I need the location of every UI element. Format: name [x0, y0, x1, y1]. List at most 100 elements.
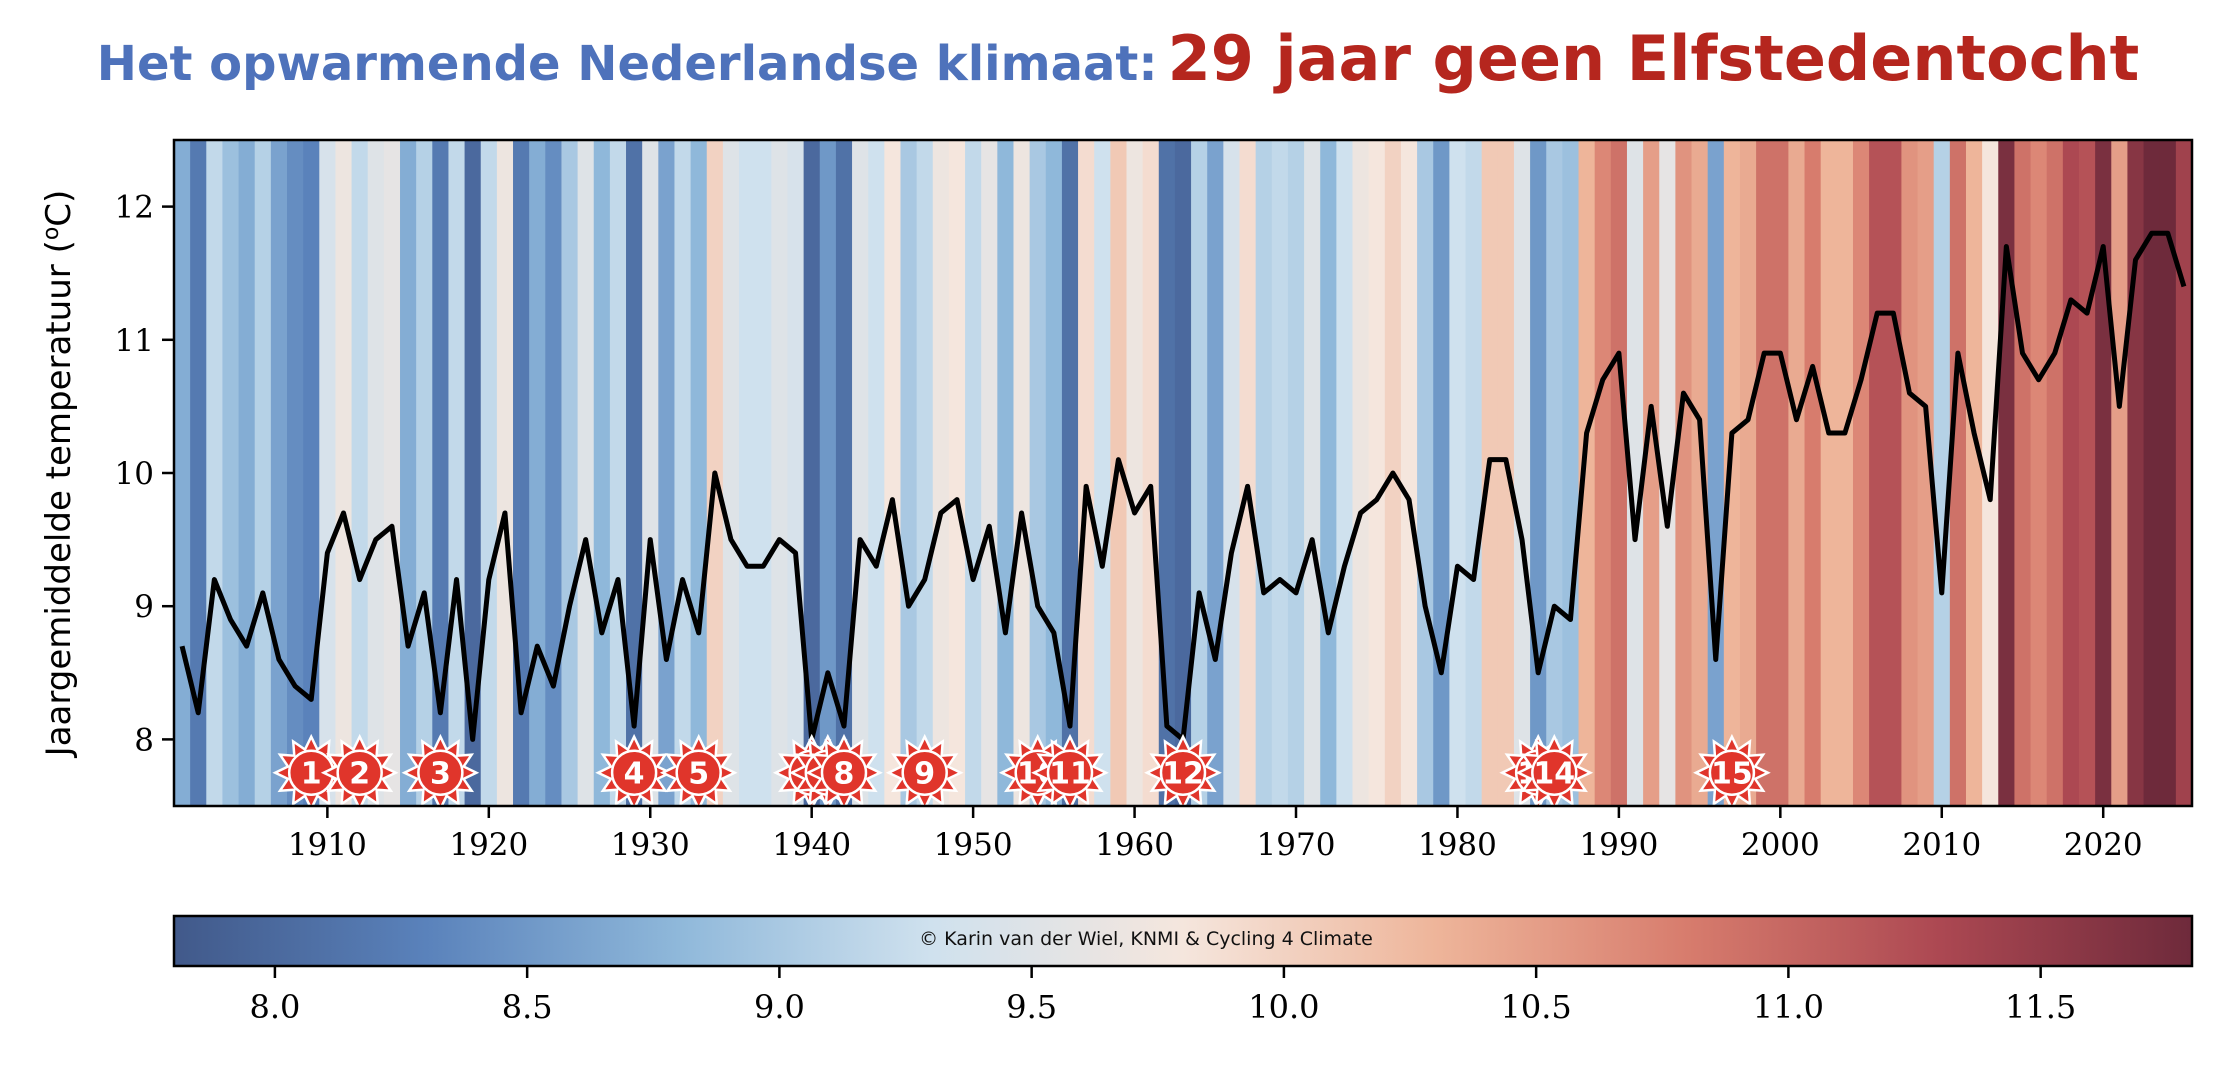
x-tick-label: 1910 [288, 827, 367, 863]
colorbar-tick-label: 9.0 [754, 988, 805, 1026]
stripe-1927 [593, 140, 611, 806]
stripe-1945 [884, 140, 902, 806]
stripe-1930 [642, 140, 659, 806]
stripe-2007 [1885, 140, 1902, 806]
stripe-2019 [2078, 140, 2096, 806]
x-tick-label: 1920 [449, 827, 528, 863]
stripe-1949 [948, 140, 966, 806]
stripe-1933 [690, 140, 708, 806]
stripe-1932 [674, 140, 692, 806]
x-tick-label: 2000 [1741, 827, 1820, 863]
colorbar-tick-label: 10.0 [1248, 988, 1319, 1026]
elfstedentocht-marker-11: 11 [1031, 733, 1109, 812]
stripe-1950 [965, 140, 982, 806]
stripe-1925 [561, 140, 579, 806]
x-tick-label: 1960 [1095, 827, 1174, 863]
stripe-1992 [1643, 140, 1660, 806]
stripe-1912 [351, 140, 369, 806]
stripe-1999 [1756, 140, 1773, 806]
stripe-1909 [303, 140, 320, 806]
marker-ring [901, 749, 948, 796]
marker-ring [1046, 749, 1094, 796]
elfstedentocht-marker-14: 14 [1515, 733, 1594, 812]
stripe-2010 [1933, 140, 1951, 806]
stripe-1937 [755, 140, 772, 806]
y-tick-label: 8 [134, 722, 154, 758]
stripe-1918 [448, 140, 466, 806]
marker-label: 12 [1162, 757, 1204, 792]
colorbar [172, 914, 2194, 968]
marker-ring [1159, 749, 1207, 796]
stripe-1915 [400, 140, 417, 806]
stripe-1986 [1546, 140, 1563, 806]
marker-label: 11 [1049, 757, 1091, 792]
stripe-1991 [1626, 140, 1644, 806]
stripe-1943 [852, 140, 869, 806]
stripe-1996 [1707, 140, 1725, 806]
stripe-1980 [1449, 140, 1467, 806]
elfstedentocht-markers: 123456789101112131415 [272, 733, 1771, 812]
stripe-2002 [1804, 140, 1822, 806]
stripe-1967 [1239, 140, 1257, 806]
y-axis: 8 9 10 11 12 [115, 190, 174, 758]
y-tick-label: 11 [115, 323, 154, 359]
stripe-1920 [480, 140, 498, 806]
starburst-icon [1144, 733, 1222, 812]
stripe-1993 [1659, 140, 1676, 806]
starburst-icon [595, 733, 673, 812]
stripe-1955 [1045, 140, 1063, 806]
stripe-2008 [1901, 140, 1919, 806]
elfstedentocht-marker-2: 2 [320, 733, 399, 812]
stripe-1989 [1594, 140, 1612, 806]
marker-label: 4 [624, 757, 645, 792]
stripe-2023 [2143, 140, 2161, 806]
elfstedentocht-marker-9: 9 [885, 733, 964, 812]
stripe-2003 [1820, 140, 1838, 806]
stripe-1946 [900, 140, 918, 806]
starburst-icon [1693, 733, 1771, 812]
marker-label: 2 [349, 757, 370, 792]
marker-ring [610, 749, 658, 796]
stripe-1973 [1336, 140, 1354, 806]
stripe-1960 [1126, 140, 1144, 806]
colorbar-credit: © Karin van der Wiel, KNMI & Cycling 4 C… [919, 928, 1373, 950]
stripe-2009 [1917, 140, 1935, 806]
starburst-icon [1515, 733, 1594, 812]
stripe-2025 [2175, 140, 2192, 806]
stripe-1985 [1530, 140, 1547, 806]
marker-ring [675, 749, 722, 796]
stripe-1998 [1739, 140, 1757, 806]
x-tick-label: 1970 [1257, 827, 1336, 863]
y-tick-label: 10 [115, 456, 154, 492]
stripe-1947 [916, 140, 934, 806]
stripe-1905 [238, 140, 256, 806]
marker-label: 8 [834, 757, 855, 792]
x-axis: 1910 1920 1930 1940 1950 1960 1970 1980 1990 2000… [288, 806, 2143, 863]
y-tick-label: 12 [115, 190, 154, 226]
stripe-1988 [1578, 140, 1596, 806]
colorbar-tick-label: 11.5 [2005, 988, 2076, 1026]
stripe-1914 [383, 140, 401, 806]
stripe-1940 [803, 140, 821, 806]
stripe-1902 [190, 140, 207, 806]
starburst-icon [659, 733, 738, 812]
stripe-1994 [1675, 140, 1693, 806]
stripe-1939 [787, 140, 805, 806]
stripe-1961 [1142, 140, 1160, 806]
title-part-2: 29 jaar geen Elfstedentocht [1167, 22, 2140, 95]
stripe-1913 [367, 140, 385, 806]
stripe-1936 [739, 140, 756, 806]
stripe-1952 [997, 140, 1015, 806]
stripe-1975 [1368, 140, 1386, 806]
stripe-2004 [1836, 140, 1854, 806]
stripe-2016 [2030, 140, 2048, 806]
stripe-1957 [1078, 140, 1095, 806]
y-tick-label: 9 [134, 589, 154, 625]
elfstedentocht-marker-5: 5 [659, 733, 738, 812]
stripe-1931 [658, 140, 676, 806]
stripe-1928 [609, 140, 627, 806]
x-tick-label: 2010 [1902, 827, 1981, 863]
stripe-1953 [1013, 140, 1031, 806]
